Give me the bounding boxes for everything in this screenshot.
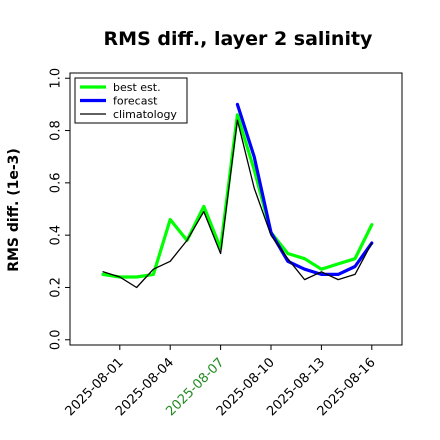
y-tick-label: 0.6 (49, 173, 64, 194)
x-axis: 2025-08-012025-08-042025-08-072025-08-10… (63, 345, 379, 419)
y-tick-label: 0.4 (49, 225, 64, 246)
y-axis-label: RMS diff. (1e-3) (6, 148, 22, 272)
series-line-forecast (235, 102, 374, 276)
series-layer (101, 102, 374, 289)
legend-label: climatology (113, 108, 177, 121)
series-line-climatology (102, 119, 373, 289)
series-line-best-est (101, 113, 374, 279)
y-tick-label: 0.2 (49, 277, 64, 298)
y-tick-label: 1.0 (49, 68, 64, 89)
plot-frame (69, 72, 403, 346)
legend-label: best est. (113, 81, 161, 94)
y-axis: 0.0 0.2 0.4 0.6 0.8 1.0 (49, 68, 70, 350)
y-tick-label: 0.8 (49, 120, 64, 141)
y-tick-label: 0.0 (49, 329, 64, 350)
chart-title: RMS diff., layer 2 salinity (104, 28, 374, 50)
legend-label: forecast (113, 95, 158, 108)
